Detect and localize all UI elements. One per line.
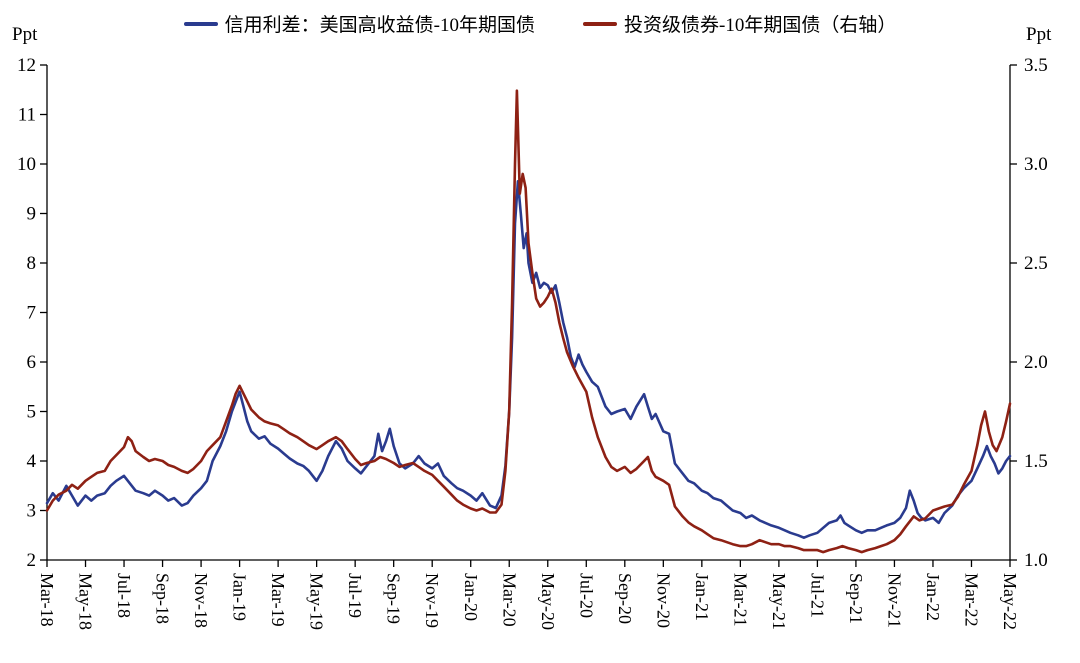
left-axis-tick-label: 12: [17, 55, 36, 76]
chart-legend: 信用利差：美国高收益债-10年期国债 投资级债券-10年期国债（右轴）: [0, 10, 1080, 37]
right-axis-tick-label: 2.5: [1024, 253, 1048, 274]
legend-item-investment-grade: 投资级债券-10年期国债（右轴）: [583, 10, 896, 37]
x-axis-tick-label: May-20: [538, 573, 558, 630]
x-axis-tick-label: Jan-21: [692, 573, 712, 621]
right-axis-unit: Ppt: [1026, 24, 1052, 45]
x-axis-tick-label: May-21: [769, 573, 789, 630]
x-axis-tick-label: Sep-21: [846, 573, 866, 624]
left-axis-tick-label: 11: [18, 105, 36, 126]
x-axis-tick-label: Jul-18: [114, 573, 134, 618]
x-axis-tick-label: Mar-20: [499, 573, 519, 627]
x-axis-tick-label: Mar-22: [962, 573, 982, 627]
left-axis-tick-label: 2: [27, 550, 37, 571]
series-line-investment-grade-spread: [45, 89, 1012, 554]
x-axis-tick-label: Mar-21: [730, 573, 750, 627]
x-axis-tick-label: Nov-19: [422, 573, 442, 628]
x-axis-tick-label: Mar-18: [37, 573, 57, 627]
legend-label-high-yield: 信用利差：美国高收益债-10年期国债: [224, 15, 535, 36]
left-axis-tick-label: 7: [27, 303, 37, 324]
left-axis-unit: Ppt: [12, 24, 38, 45]
left-axis-tick-label: 3: [27, 501, 37, 522]
x-axis-tick-label: May-19: [307, 573, 327, 630]
left-axis-tick-label: 6: [27, 352, 37, 373]
right-axis-tick-label: 1.0: [1024, 550, 1048, 571]
series-line-high-yield-spread: [45, 180, 1012, 540]
right-axis-tick-label: 2.0: [1024, 352, 1048, 373]
left-axis-tick-label: 4: [27, 451, 37, 472]
x-axis-tick-label: Jul-20: [576, 573, 596, 618]
left-axis-tick-label: 8: [27, 253, 37, 274]
x-axis-tick-label: Jan-19: [230, 573, 250, 621]
left-axis-tick-label: 10: [17, 154, 36, 175]
x-axis-tick-label: May-18: [76, 573, 96, 630]
legend-line-sample-blue: [183, 21, 218, 26]
x-axis-tick-label: Jan-22: [923, 573, 943, 621]
legend-line-sample-red: [583, 21, 617, 26]
x-axis-tick-label: Mar-19: [268, 573, 288, 627]
x-axis-tick-label: Sep-18: [153, 573, 173, 624]
x-axis-tick-label: Sep-20: [615, 573, 635, 624]
x-axis-tick-label: May-22: [1000, 573, 1020, 630]
right-axis-tick-label: 1.5: [1024, 451, 1048, 472]
legend-label-investment-grade: 投资级债券-10年期国债（右轴）: [624, 15, 897, 36]
x-axis-tick-label: Nov-21: [885, 573, 905, 628]
right-axis-tick-label: 3.5: [1024, 55, 1048, 76]
x-axis-tick-label: Nov-20: [653, 573, 673, 628]
x-axis-tick-label: Jul-19: [345, 573, 365, 618]
right-axis-tick-label: 3.0: [1024, 154, 1048, 175]
x-axis-tick-label: Jan-20: [461, 573, 481, 621]
left-axis-tick-label: 5: [27, 402, 37, 423]
left-axis-tick-label: 9: [27, 204, 37, 225]
legend-item-high-yield: 信用利差：美国高收益债-10年期国债: [183, 10, 535, 37]
x-axis-tick-label: Jul-21: [807, 573, 827, 618]
x-axis-tick-label: Nov-18: [191, 573, 211, 628]
x-axis-tick-label: Sep-19: [384, 573, 404, 624]
